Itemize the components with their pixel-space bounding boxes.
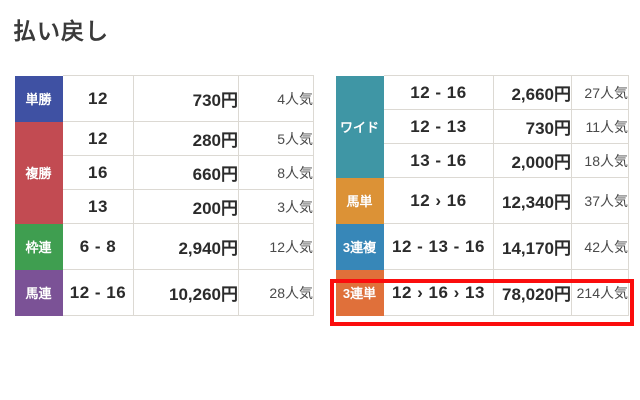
cell-payout: 730円 xyxy=(133,75,239,122)
cell-combination: 12 - 13 - 16 xyxy=(383,223,494,270)
cell-payout: 12,340円 xyxy=(493,177,572,224)
bet-type-label-3: 3連単 xyxy=(335,269,384,316)
cell-combination: 12 - 16 xyxy=(383,75,494,110)
table-row: 13 200円 3人気 xyxy=(15,189,314,224)
cell-combination: 12 - 13 xyxy=(383,109,494,144)
cell-popularity: 4人気 xyxy=(238,75,314,122)
cell-popularity: 18人気 xyxy=(571,143,629,178)
payout-table-left-body: 単勝 12 730円 4人気 複勝 12 280円 5人気 16 660円 8人気 13 200円 3人気… xyxy=(14,75,314,316)
bet-type-label-1: 馬単 xyxy=(335,177,384,224)
bet-type-label-2: 枠連 xyxy=(14,223,63,270)
cell-payout: 10,260円 xyxy=(133,269,239,316)
cell-popularity: 27人気 xyxy=(571,75,629,110)
cell-payout: 2,660円 xyxy=(493,75,572,110)
bet-type-label-0: ワイド xyxy=(335,75,384,178)
table-row: 馬単 12 › 16 12,340円 37人気 xyxy=(335,177,629,224)
cell-combination: 12 › 16 › 13 xyxy=(383,269,494,316)
cell-popularity: 214人気 xyxy=(571,269,629,316)
table-row: 馬連 12 - 16 10,260円 28人気 xyxy=(14,269,314,316)
cell-popularity: 3人気 xyxy=(238,189,314,224)
table-row: 13 - 16 2,000円 18人気 xyxy=(336,143,629,178)
cell-payout: 14,170円 xyxy=(493,223,572,270)
page-title: 払い戻し xyxy=(13,18,109,44)
cell-combination: 6 - 8 xyxy=(62,223,134,270)
table-row: 単勝 12 730円 4人気 xyxy=(14,75,314,122)
cell-combination: 12 - 16 xyxy=(62,269,134,316)
cell-combination: 13 - 16 xyxy=(383,143,494,178)
cell-payout: 280円 xyxy=(133,121,239,156)
cell-popularity: 5人気 xyxy=(238,121,314,156)
bet-type-label-3: 馬連 xyxy=(14,269,63,316)
bet-type-label-0: 単勝 xyxy=(14,75,63,122)
cell-combination: 12 xyxy=(62,121,134,156)
payout-table-left: 単勝 12 730円 4人気 複勝 12 280円 5人気 16 660円 8人気 13 200円 3人気… xyxy=(14,75,314,316)
bet-type-label-2: 3連複 xyxy=(335,223,384,270)
bet-type-label-1: 複勝 xyxy=(14,121,63,224)
table-row: 12 - 13 730円 11人気 xyxy=(336,109,629,144)
cell-popularity: 11人気 xyxy=(571,109,629,144)
cell-combination: 12 xyxy=(62,75,134,122)
table-row: 16 660円 8人気 xyxy=(15,155,314,190)
cell-combination: 12 › 16 xyxy=(383,177,494,224)
cell-payout: 200円 xyxy=(133,189,239,224)
table-row: ワイド 12 - 16 2,660円 27人気 xyxy=(335,75,629,178)
table-row: 複勝 12 280円 5人気 xyxy=(14,121,314,224)
cell-popularity: 42人気 xyxy=(571,223,629,270)
cell-payout: 660円 xyxy=(133,155,239,190)
table-row: 3連単 12 › 16 › 13 78,020円 214人気 xyxy=(335,269,629,316)
cell-popularity: 37人気 xyxy=(571,177,629,224)
cell-payout: 78,020円 xyxy=(493,269,572,316)
cell-popularity: 12人気 xyxy=(238,223,314,270)
payout-table-right: ワイド 12 - 16 2,660円 27人気 12 - 13 730円 11人気 13 - … xyxy=(335,75,629,316)
cell-payout: 2,940円 xyxy=(133,223,239,270)
cell-combination: 16 xyxy=(62,155,134,190)
cell-combination: 13 xyxy=(62,189,134,224)
table-row: 枠連 6 - 8 2,940円 12人気 xyxy=(14,223,314,270)
cell-payout: 730円 xyxy=(493,109,572,144)
cell-popularity: 8人気 xyxy=(238,155,314,190)
payout-table-right-body: ワイド 12 - 16 2,660円 27人気 12 - 13 730円 11人気 13 - … xyxy=(335,75,629,316)
table-row: 3連複 12 - 13 - 16 14,170円 42人気 xyxy=(335,223,629,270)
cell-payout: 2,000円 xyxy=(493,143,572,178)
cell-popularity: 28人気 xyxy=(238,269,314,316)
